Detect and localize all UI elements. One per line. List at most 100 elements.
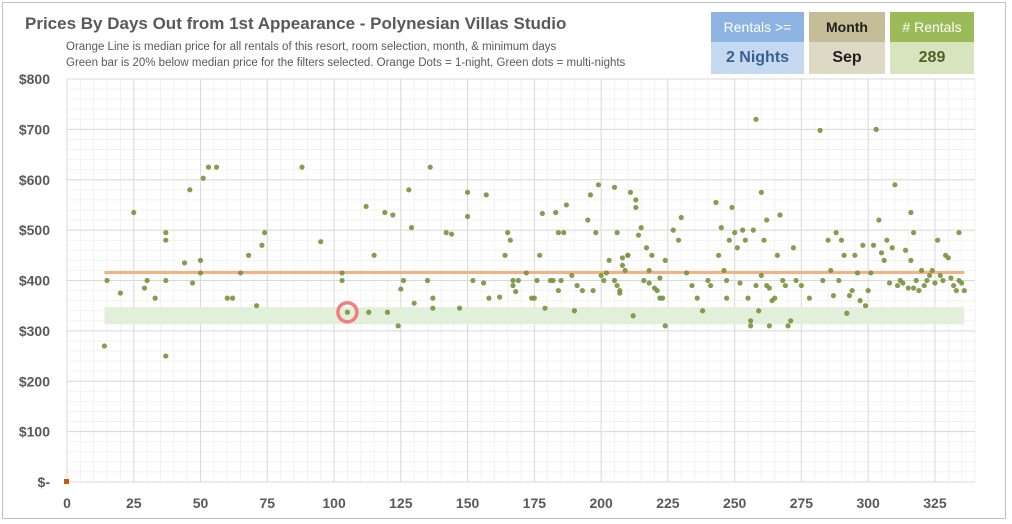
- multi-night-point: [849, 287, 855, 294]
- multi-night-point: [828, 267, 834, 274]
- multi-night-point: [854, 270, 861, 276]
- multi-night-point: [619, 262, 626, 268]
- multi-night-point: [163, 353, 169, 359]
- multi-night-point: [344, 309, 351, 315]
- multi-night-point: [635, 232, 642, 238]
- multi-night-point: [630, 313, 636, 319]
- multi-night-point: [229, 295, 236, 301]
- multi-night-point: [761, 237, 767, 243]
- y-tick-label: $400: [19, 273, 50, 289]
- multi-night-point: [734, 245, 740, 251]
- multi-night-point: [935, 237, 941, 243]
- multi-night-point: [910, 230, 917, 236]
- multi-night-point: [929, 267, 935, 274]
- multi-night-point: [916, 287, 922, 294]
- multi-night-point: [510, 282, 516, 289]
- multi-night-point: [104, 277, 110, 284]
- multi-night-point: [470, 277, 476, 284]
- multi-night-point: [683, 270, 690, 276]
- multi-night-point: [641, 277, 647, 284]
- multi-night-point: [646, 280, 652, 286]
- multi-night-point: [537, 252, 543, 258]
- y-tick-label: $-: [38, 474, 51, 490]
- y-tick-label: $300: [19, 323, 50, 339]
- multi-night-point: [181, 260, 188, 266]
- multi-night-point: [742, 237, 748, 243]
- multi-night-point: [758, 272, 764, 279]
- multi-night-point: [395, 323, 401, 329]
- multi-night-point: [205, 164, 212, 170]
- y-tick-label: $700: [19, 121, 50, 137]
- multi-night-point: [515, 277, 521, 284]
- multi-night-point: [937, 272, 943, 279]
- multi-night-point: [748, 318, 754, 324]
- multi-night-point: [553, 209, 559, 216]
- x-tick-label: 50: [193, 495, 209, 511]
- multi-night-point: [841, 252, 847, 258]
- multi-night-point: [910, 285, 917, 291]
- multi-night-point: [708, 282, 714, 289]
- month-filter-label: Month: [809, 12, 885, 42]
- multi-night-point: [892, 182, 898, 188]
- multi-night-point: [721, 267, 727, 274]
- chart-subtitle-line1: Orange Line is median price for all rent…: [66, 41, 557, 53]
- multi-night-point: [646, 267, 652, 274]
- multi-night-point: [200, 175, 206, 181]
- multi-night-point: [625, 252, 631, 258]
- multi-night-point: [868, 270, 874, 276]
- multi-night-point: [750, 227, 756, 233]
- multi-night-point: [772, 295, 778, 301]
- rentals-filter-value[interactable]: 2 Nights: [711, 42, 804, 74]
- multi-night-point: [956, 230, 962, 236]
- multi-night-point: [531, 295, 537, 301]
- multi-night-point: [694, 295, 700, 301]
- multi-night-point: [619, 255, 626, 261]
- multi-night-point: [614, 230, 620, 236]
- rentals-filter-label: Rentals >=: [711, 12, 804, 42]
- multi-night-point: [187, 187, 193, 193]
- multi-night-point: [246, 252, 252, 258]
- multi-night-point: [571, 308, 578, 314]
- multi-night-point: [825, 237, 831, 243]
- month-filter[interactable]: Month Sep: [809, 12, 885, 74]
- multi-night-point: [846, 293, 853, 299]
- multi-night-point: [785, 323, 791, 329]
- multi-night-point: [224, 295, 230, 301]
- multi-night-point: [579, 287, 586, 294]
- multi-night-point: [443, 230, 449, 236]
- multi-night-point: [384, 309, 391, 315]
- multi-night-point: [732, 230, 738, 236]
- multi-night-point: [601, 277, 607, 284]
- multi-night-point: [649, 252, 655, 258]
- multi-night-point: [141, 285, 148, 291]
- multi-night-point: [398, 286, 404, 292]
- multi-night-point: [513, 288, 519, 295]
- multi-night-point: [101, 343, 107, 349]
- month-filter-value[interactable]: Sep: [809, 42, 885, 74]
- multi-night-point: [748, 323, 754, 329]
- rentals-filter[interactable]: Rentals >= 2 Nights: [711, 12, 804, 74]
- multi-night-point: [729, 204, 735, 211]
- multi-night-point: [905, 285, 911, 291]
- multi-night-point: [774, 252, 780, 258]
- multi-night-point: [464, 189, 471, 195]
- multi-night-point: [951, 282, 957, 289]
- multi-night-point: [237, 270, 244, 276]
- multi-night-point: [448, 231, 455, 237]
- multi-night-point: [780, 277, 786, 284]
- multi-night-point: [724, 295, 730, 301]
- multi-night-point: [913, 277, 919, 284]
- multi-night-point: [675, 237, 682, 243]
- multi-night-point: [213, 164, 220, 170]
- x-tick-label: 250: [723, 495, 747, 511]
- x-tick-label: 275: [790, 495, 814, 511]
- multi-night-point: [481, 280, 487, 286]
- multi-night-point: [259, 242, 265, 248]
- multi-night-point: [753, 116, 759, 122]
- multi-night-point: [622, 267, 628, 274]
- multi-night-point: [886, 280, 893, 286]
- multi-night-point: [836, 277, 842, 284]
- multi-night-point: [318, 239, 324, 245]
- multi-night-point: [894, 282, 901, 289]
- multi-night-point: [507, 237, 513, 243]
